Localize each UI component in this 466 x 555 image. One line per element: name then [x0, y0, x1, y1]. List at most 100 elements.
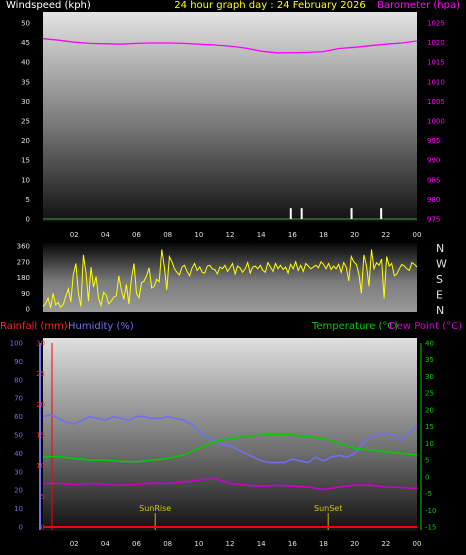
humidity-tick-label: 100 [10, 340, 23, 348]
time-tick-label: 20 [350, 231, 359, 239]
humidity-tick-label: 20 [14, 487, 23, 495]
sunset-label: SunSet [314, 504, 342, 513]
temperature-tick-label: 25 [425, 390, 434, 398]
time-tick-label: 06 [132, 231, 141, 239]
time-tick-label: 12 [226, 540, 235, 548]
time-tick-label: 22 [381, 540, 390, 548]
direction-tick-label: 0 [26, 306, 30, 314]
barometer-tick-label: 995 [427, 137, 440, 145]
sunrise-label: SunRise [139, 504, 171, 513]
barometer-tick-label: 1015 [427, 59, 445, 67]
barometer-tick-label: 980 [427, 196, 440, 204]
windspeed-tick-label: 50 [21, 20, 30, 28]
windspeed-tick-label: 5 [26, 196, 30, 204]
time-tick-label: 20 [350, 540, 359, 548]
windspeed-tick-label: 35 [21, 78, 30, 86]
direction-compass-label: E [436, 289, 443, 302]
rainfall-tick-label: 20 [36, 401, 45, 409]
windspeed-tick-label: 10 [21, 176, 30, 184]
time-tick-label: 08 [163, 540, 172, 548]
direction-tick-label: 360 [17, 243, 30, 251]
rainfall-tick-label: 25 [36, 370, 45, 378]
windspeed-gust-bar [289, 208, 292, 219]
windspeed-tick-label: 0 [26, 216, 30, 224]
temperature-tick-label: 35 [425, 356, 434, 364]
windspeed-tick-label: 15 [21, 157, 30, 165]
windspeed-gust-bar [380, 208, 383, 219]
time-tick-label: 14 [257, 540, 266, 548]
humidity-tick-label: 60 [14, 413, 23, 421]
humidity-tick-label: 80 [14, 376, 23, 384]
barometer-tick-label: 1025 [427, 20, 445, 28]
time-tick-label: 08 [163, 231, 172, 239]
barometer-tick-label: 985 [427, 176, 440, 184]
temperature-tick-label: 20 [425, 406, 434, 414]
barometer-series-line [42, 38, 418, 54]
windspeed-tick-label: 25 [21, 118, 30, 126]
time-tick-label: 16 [288, 540, 297, 548]
direction-plot-area [43, 243, 417, 312]
time-tick-label: 02 [70, 231, 79, 239]
humidity-series-line [42, 413, 418, 464]
time-tick-label: 04 [101, 540, 110, 548]
temperature-tick-label: 40 [425, 340, 434, 348]
barometer-tick-label: 975 [427, 216, 440, 224]
time-tick-label: 00 [413, 540, 422, 548]
time-tick-label: 02 [70, 540, 79, 548]
rainfall-tick-label: 30 [36, 340, 45, 348]
windspeed-gust-bar [350, 208, 353, 219]
temperature-tick-label: -5 [425, 490, 432, 498]
rainfall-tick-label: 5 [41, 493, 45, 501]
direction-compass-label: S [436, 273, 443, 286]
humidity-tick-label: 0 [19, 524, 23, 532]
temperature-tick-label: -10 [425, 507, 436, 515]
bottom-panel-ticks: 0102030405060708090100051015202530-15-10… [10, 340, 437, 549]
humidity-tick-label: 90 [14, 358, 23, 366]
time-tick-label: 10 [194, 540, 203, 548]
dewpoint-axis-title: Dew Point (°C) [389, 321, 462, 332]
top-panel-ticks: 0510152025303540455097598098599099510001… [21, 20, 445, 240]
rainfall-tick-label: 10 [36, 462, 45, 470]
time-tick-label: 16 [288, 231, 297, 239]
humidity-tick-label: 30 [14, 468, 23, 476]
time-tick-label: 18 [319, 231, 328, 239]
rainfall-tick-label: 15 [36, 432, 45, 440]
windspeed-tick-label: 30 [21, 98, 30, 106]
temperature-tick-label: -15 [425, 524, 436, 532]
temperature-axis-title: Temperature (°C) [311, 321, 398, 332]
windspeed-tick-label: 20 [21, 137, 30, 145]
temperature-tick-label: 0 [425, 473, 429, 481]
dewpoint-series-line [43, 477, 418, 491]
windspeed-tick-label: 40 [21, 59, 30, 67]
windspeed-tick-label: 45 [21, 39, 30, 47]
direction-tick-label: 180 [17, 274, 30, 282]
barometer-tick-label: 990 [427, 157, 440, 165]
humidity-tick-label: 40 [14, 450, 23, 458]
temperature-tick-label: 10 [425, 440, 434, 448]
barometer-tick-label: 1020 [427, 39, 445, 47]
windspeed-axis-title: Windspeed (kph) [6, 0, 91, 11]
barometer-axis-title: Barometer (hpa) [377, 0, 460, 11]
windspeed-gust-bar [300, 208, 303, 219]
time-tick-label: 14 [257, 231, 266, 239]
bottom-plot-area [43, 338, 417, 531]
wind-direction-series [42, 249, 418, 309]
barometer-tick-label: 1005 [427, 98, 445, 106]
barometer-tick-label: 1000 [427, 118, 445, 126]
direction-tick-label: 270 [17, 258, 30, 266]
humidity-tick-label: 10 [14, 505, 23, 513]
series-layer [42, 38, 418, 530]
temperature-series-line [43, 433, 418, 463]
humidity-tick-label: 70 [14, 395, 23, 403]
direction-compass-label: W [436, 258, 447, 271]
temperature-tick-label: 5 [425, 457, 429, 465]
humidity-tick-label: 50 [14, 432, 23, 440]
temperature-tick-label: 15 [425, 423, 434, 431]
rainfall-tick-label: 0 [41, 524, 45, 532]
time-tick-label: 18 [319, 540, 328, 548]
direction-tick-label: 90 [21, 290, 30, 298]
graph-title: 24 hour graph day : 24 February 2026 [174, 0, 365, 11]
time-tick-label: 22 [381, 231, 390, 239]
